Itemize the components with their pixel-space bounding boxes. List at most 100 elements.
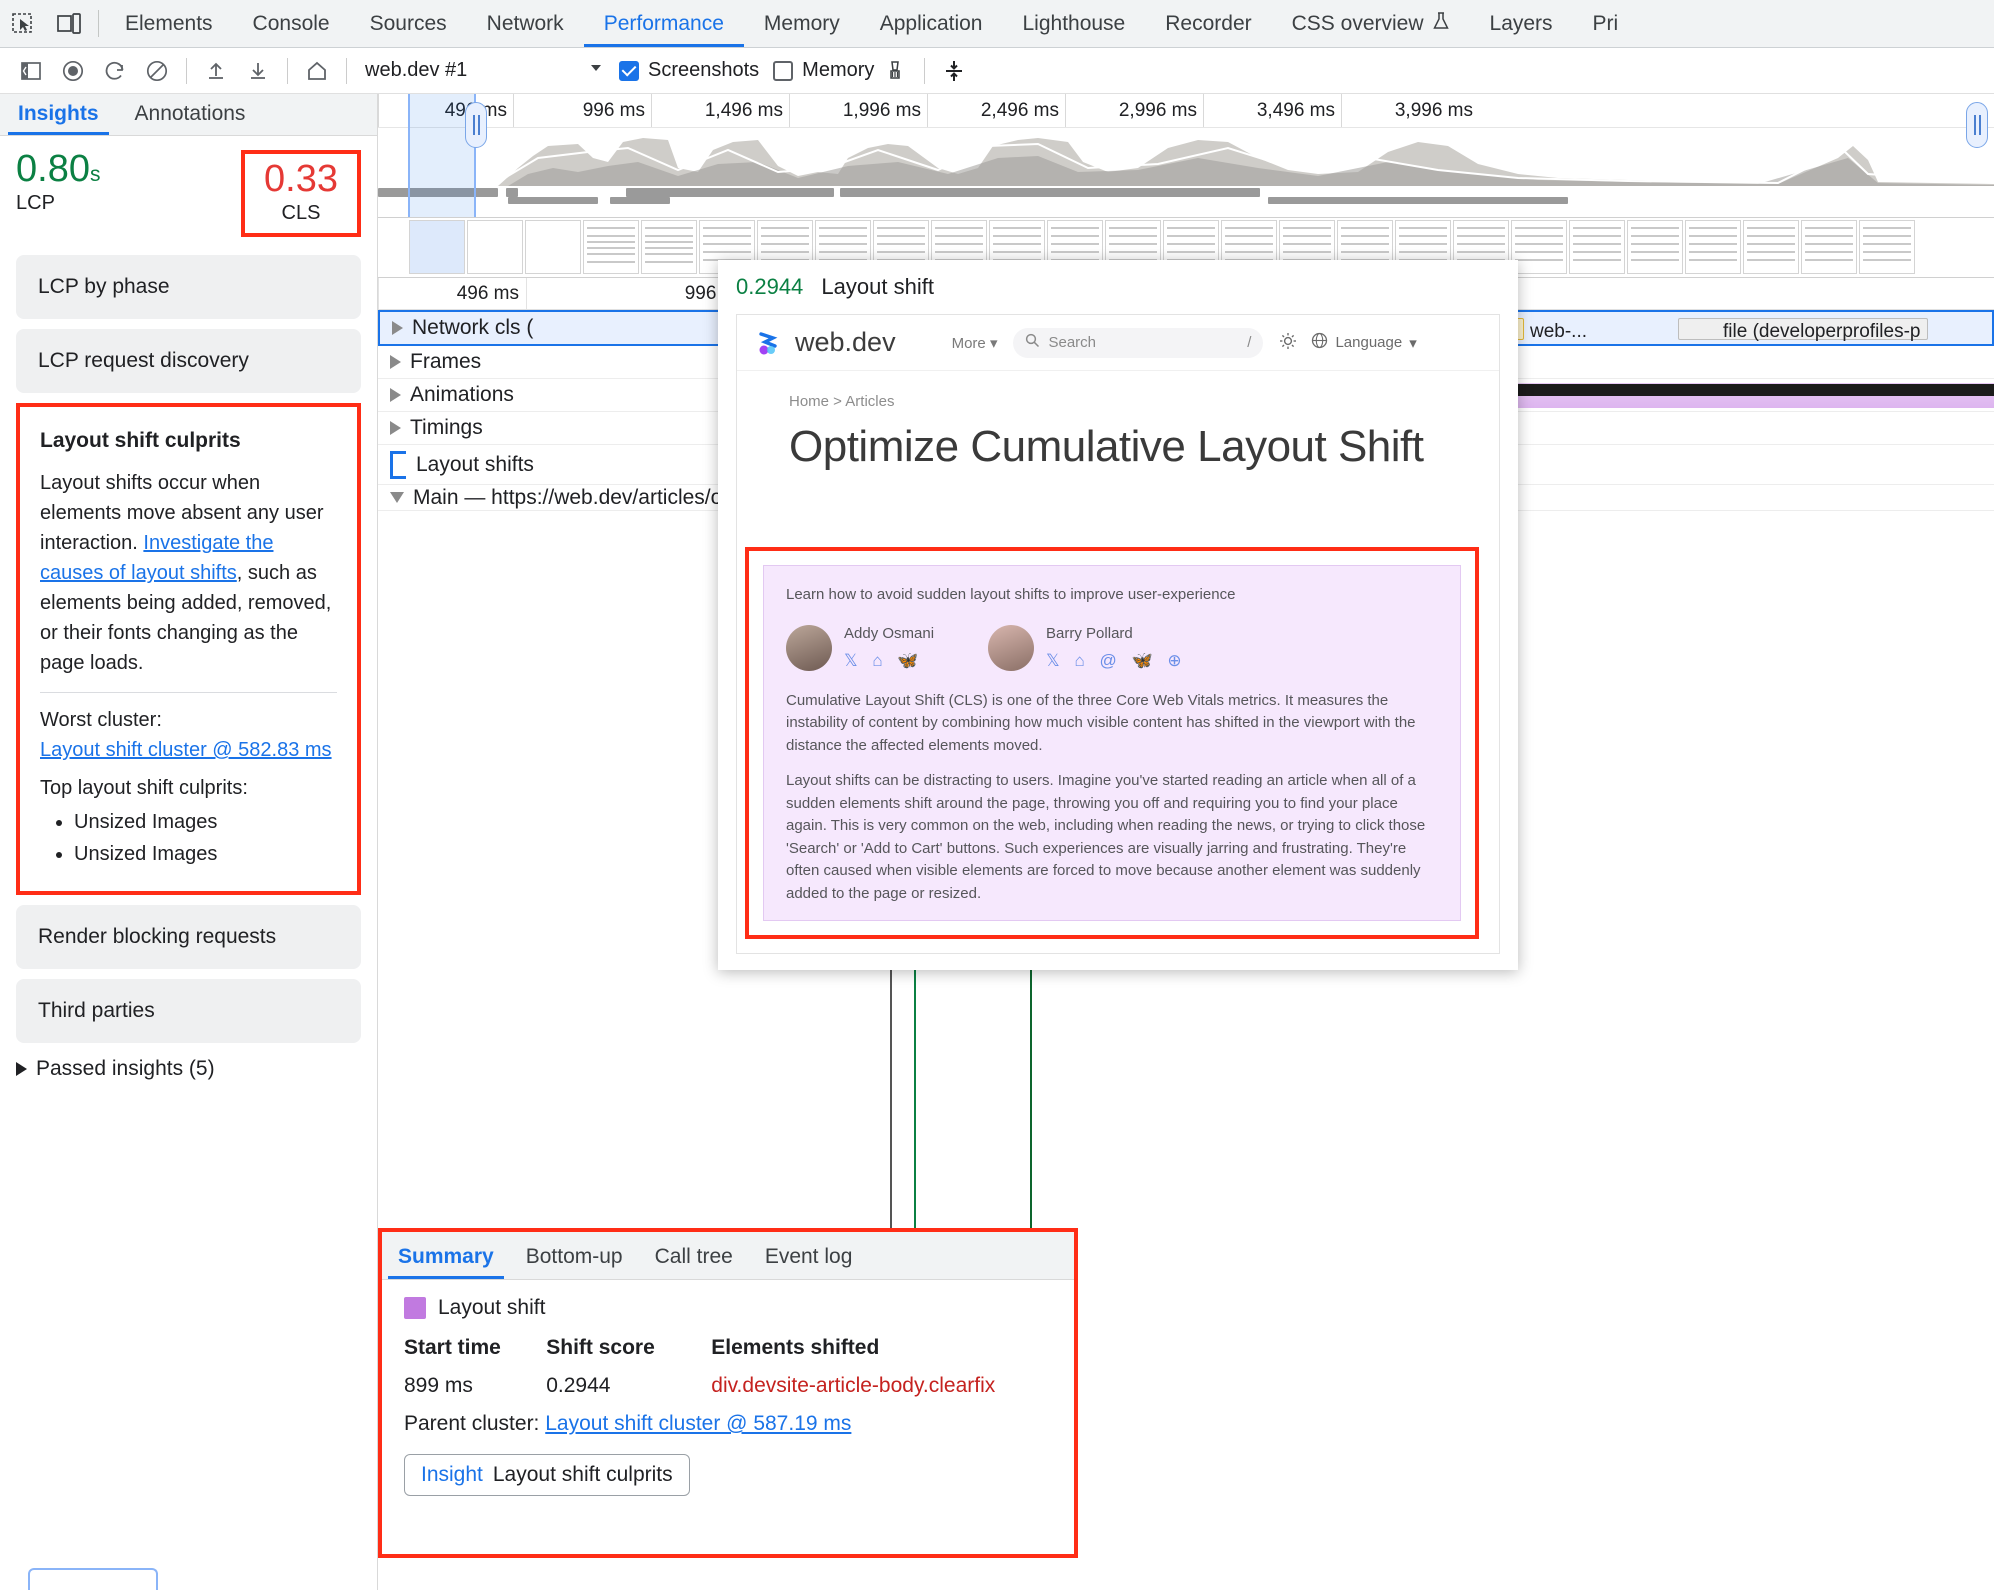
passed-insights-toggle[interactable]: Passed insights (5) bbox=[16, 1057, 361, 1081]
breadcrumb: Home > Articles bbox=[789, 393, 895, 410]
tab-annotations[interactable]: Annotations bbox=[134, 102, 246, 125]
tab-privacy[interactable]: Pri bbox=[1592, 11, 1619, 35]
event-color-swatch bbox=[404, 1297, 426, 1319]
checkbox-box bbox=[619, 60, 639, 81]
filmstrip-frame[interactable] bbox=[409, 220, 465, 274]
sun-icon[interactable] bbox=[1279, 332, 1297, 354]
clear-icon[interactable] bbox=[136, 53, 178, 89]
filmstrip-frame[interactable] bbox=[467, 220, 523, 274]
metric-lcp[interactable]: 0.80s LCP bbox=[16, 149, 241, 237]
tab-elements[interactable]: Elements bbox=[125, 11, 213, 35]
search-shortcut: / bbox=[1247, 334, 1252, 351]
parent-cluster-link[interactable]: Layout shift cluster @ 587.19 ms bbox=[545, 1412, 852, 1435]
insight-layout-shift-culprits[interactable]: Layout shift culprits Layout shifts occu… bbox=[16, 402, 361, 896]
language-selector[interactable]: Language ▾ bbox=[1311, 332, 1417, 353]
tab-insights[interactable]: Insights bbox=[0, 102, 117, 135]
chevron-down-icon[interactable] bbox=[390, 492, 404, 503]
tab-summary[interactable]: Summary bbox=[382, 1245, 510, 1279]
tab-event-log[interactable]: Event log bbox=[764, 1245, 853, 1268]
filmstrip-frame[interactable] bbox=[583, 220, 639, 274]
popup-title: Layout shift bbox=[821, 274, 934, 299]
track-timings-name[interactable]: Timings bbox=[378, 416, 716, 440]
chevron-right-icon[interactable] bbox=[390, 388, 401, 402]
download-icon[interactable] bbox=[237, 53, 279, 89]
site-search-input[interactable]: Search / bbox=[1013, 327, 1264, 358]
overview-tick: 996 ms bbox=[582, 100, 645, 121]
filmstrip-frame[interactable] bbox=[1801, 220, 1857, 274]
chevron-right-icon[interactable] bbox=[392, 321, 403, 335]
avatar bbox=[988, 625, 1035, 671]
insight-button[interactable]: Insight Layout shift culprits bbox=[404, 1454, 690, 1496]
upload-icon[interactable] bbox=[195, 53, 237, 89]
filmstrip-frame[interactable] bbox=[1859, 220, 1915, 274]
overview-tick: 1,496 ms bbox=[704, 100, 783, 121]
event-legend: Layout shift bbox=[404, 1296, 1052, 1320]
brush-icon[interactable] bbox=[874, 53, 916, 89]
tab-network[interactable]: Network bbox=[486, 11, 564, 35]
webdev-glyph-icon bbox=[755, 328, 785, 358]
tab-performance[interactable]: Performance bbox=[583, 0, 745, 47]
track-animations-name[interactable]: Animations bbox=[378, 383, 716, 407]
overview-time-window[interactable] bbox=[408, 94, 487, 217]
track-network-name[interactable]: Network cls ( bbox=[380, 316, 718, 340]
insight-render-blocking-requests[interactable]: Render blocking requests bbox=[16, 905, 361, 970]
overview-window-handle[interactable] bbox=[465, 102, 487, 148]
worst-cluster-link[interactable]: Layout shift cluster @ 582.83 ms bbox=[40, 739, 332, 762]
metric-cls[interactable]: 0.33 CLS bbox=[241, 150, 361, 237]
reload-and-record-icon[interactable] bbox=[94, 53, 136, 89]
tab-layers[interactable]: Layers bbox=[1489, 11, 1553, 35]
collapse-tracks-icon[interactable] bbox=[933, 53, 975, 89]
search-icon bbox=[1025, 333, 1040, 352]
insights-sidebar: Insights Annotations 0.80s LCP 0.33 CLS … bbox=[0, 94, 378, 1590]
track-frames-name[interactable]: Frames bbox=[378, 350, 716, 374]
filmstrip-frame[interactable] bbox=[1511, 220, 1567, 274]
popup-score: 0.2944 bbox=[736, 274, 804, 299]
filmstrip-frame[interactable] bbox=[1627, 220, 1683, 274]
track-main-name[interactable]: Main — https://web.dev/articles/optimi bbox=[378, 486, 767, 510]
timeline-overview[interactable]: 496 ms 996 ms 1,496 ms 1,996 ms 2,496 ms… bbox=[378, 94, 1994, 218]
tab-console[interactable]: Console bbox=[252, 11, 330, 35]
tab-sources[interactable]: Sources bbox=[369, 11, 447, 35]
profile-select[interactable]: web.dev #1 bbox=[365, 59, 605, 83]
nav-more[interactable]: More ▾ bbox=[951, 334, 998, 352]
control-divider-3 bbox=[346, 57, 347, 84]
tab-bottom-up[interactable]: Bottom-up bbox=[525, 1245, 623, 1268]
memory-checkbox[interactable]: Memory bbox=[773, 59, 874, 82]
insight-button-prefix: Insight bbox=[421, 1463, 483, 1486]
track-layout-shifts-name[interactable]: Layout shifts bbox=[378, 450, 716, 479]
sidebar-toggle-icon[interactable] bbox=[10, 53, 52, 89]
culprit-description: Layout shifts occur when elements move a… bbox=[40, 472, 332, 675]
insight-third-parties[interactable]: Third parties bbox=[16, 979, 361, 1044]
performance-control-bar: web.dev #1 Screenshots Memory bbox=[0, 48, 1994, 94]
insight-button-label: Layout shift culprits bbox=[492, 1463, 673, 1486]
screenshots-checkbox[interactable]: Screenshots bbox=[619, 59, 759, 82]
filmstrip-frame[interactable] bbox=[525, 220, 581, 274]
tab-lighthouse[interactable]: Lighthouse bbox=[1022, 11, 1126, 35]
details-body: Layout shift Start time Shift score Elem… bbox=[382, 1280, 1074, 1512]
chevron-right-icon[interactable] bbox=[390, 355, 401, 369]
insight-lcp-request-discovery[interactable]: LCP request discovery bbox=[16, 328, 361, 393]
device-toolbar-icon[interactable] bbox=[46, 0, 92, 47]
inspect-icon[interactable] bbox=[0, 0, 46, 47]
tab-recorder[interactable]: Recorder bbox=[1165, 11, 1252, 35]
home-icon[interactable] bbox=[296, 53, 338, 89]
author-list: Addy Osmani 𝕏 ⌂ 🦋 Barry Pollard 𝕏 ⌂ @ 🦋 … bbox=[786, 623, 1438, 674]
record-icon[interactable] bbox=[52, 53, 94, 89]
filmstrip-frame[interactable] bbox=[641, 220, 697, 274]
insight-lcp-by-phase[interactable]: LCP by phase bbox=[16, 254, 361, 319]
filmstrip-frame[interactable] bbox=[1743, 220, 1799, 274]
culprit-title: Layout shift culprits bbox=[40, 428, 241, 452]
tab-css-overview[interactable]: CSS overview bbox=[1272, 0, 1470, 47]
experiment-flask-icon bbox=[1432, 11, 1450, 37]
chevron-right-icon[interactable] bbox=[390, 421, 401, 435]
filmstrip-frame[interactable] bbox=[1569, 220, 1625, 274]
cell-element-shifted[interactable]: div.devsite-article-body.clearfix bbox=[711, 1374, 996, 1397]
article-paragraph: Layout shifts can be distracting to user… bbox=[786, 772, 1426, 902]
tab-call-tree[interactable]: Call tree bbox=[654, 1245, 733, 1268]
overview-window-handle-right[interactable] bbox=[1966, 102, 1988, 148]
tab-application[interactable]: Application bbox=[879, 11, 983, 35]
tab-memory[interactable]: Memory bbox=[763, 11, 840, 35]
investigate-link[interactable]: Investigate the causes of layout shifts bbox=[40, 532, 274, 585]
language-label: Language bbox=[1335, 334, 1403, 351]
filmstrip-frame[interactable] bbox=[1685, 220, 1741, 274]
